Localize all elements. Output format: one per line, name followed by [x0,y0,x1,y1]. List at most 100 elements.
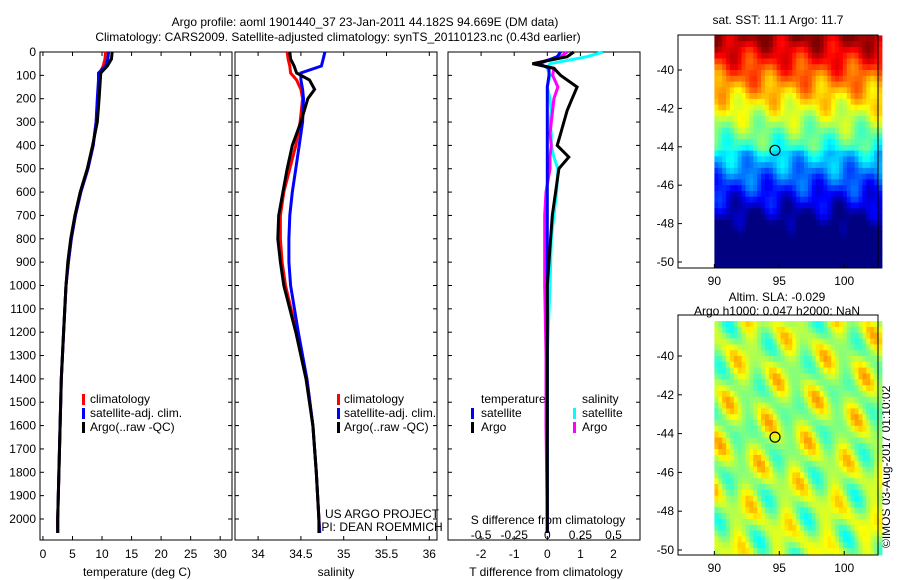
heatmap-cell [866,121,871,129]
heatmap-cell [776,93,782,100]
heatmap-cell [850,507,856,514]
heatmap-cell [780,265,785,269]
heatmap-cell [811,361,817,369]
heatmap-cell [800,185,805,192]
heatmap-cell [765,110,770,117]
heatmap-cell [819,350,824,357]
heatmap-cell [788,338,793,345]
heatmap-cell [874,191,879,198]
heatmap-cell [839,254,844,261]
heatmap-cell [737,460,743,468]
heatmap-cell [846,260,852,267]
heatmap-cell [784,144,789,152]
heatmap-cell [874,443,879,450]
heatmap-cell [850,116,856,123]
heatmap-cell [788,41,793,48]
heatmap-cell [870,356,875,363]
heatmap-cell [842,420,848,427]
heatmap-cell [726,81,731,88]
heatmap-cell [722,536,727,543]
series-line-satellite-adj-clim- [287,51,327,534]
heatmap-cell [835,150,840,157]
heatmap-cell [729,41,735,48]
heatmap-cell [776,64,782,71]
heatmap-cell [874,179,879,186]
heatmap-cell [776,81,782,88]
heatmap-cell [765,536,770,543]
heatmap-cell [800,437,805,444]
heatmap-cell [874,139,879,146]
heatmap-cell [866,519,871,526]
heatmap-cell [733,150,739,157]
heatmap-cell [733,173,739,180]
heatmap-cell [842,156,848,163]
heatmap-cell [854,219,859,227]
heatmap-cell [807,489,813,497]
heatmap-cell [768,414,774,421]
heatmap-cell [800,530,805,537]
heatmap-cell [733,524,739,532]
heatmap-cell [776,231,782,238]
heatmap-cell [819,41,824,48]
heatmap-cell [850,110,856,117]
heatmap-cell [842,52,848,59]
heatmap-cell [792,98,797,106]
heatmap-cell [733,385,739,392]
heatmap-cell [819,373,824,380]
heatmap-cell [753,133,758,140]
heatmap-cell [761,75,766,83]
heatmap-cell [792,35,797,42]
heatmap-cell [874,524,879,532]
heatmap-cell [846,408,852,415]
heatmap-cell [831,420,836,427]
heatmap-cell [772,219,778,227]
heatmap-cell [796,35,801,42]
heatmap-cell [737,81,743,88]
heatmap-cell [804,179,809,186]
heatmap-cell [846,93,852,100]
heatmap-cell [842,185,848,192]
heatmap-cell [796,437,801,444]
heatmap-cell [729,408,735,415]
heatmap-cell [745,361,750,369]
heatmap-cell [772,321,778,328]
heatmap-cell [796,242,801,250]
heatmap-cell [815,489,821,497]
heatmap-cell [850,98,856,106]
heatmap-cell [858,127,863,134]
heatmap-cell [870,484,875,491]
heatmap-cell [807,110,813,117]
heatmap-cell [772,127,778,134]
heatmap-cell [714,332,719,339]
heatmap-cell [846,98,852,106]
heatmap-cell [714,156,719,163]
heatmap-cell [866,338,871,345]
heatmap-cell [835,35,840,42]
heatmap-cell [842,390,848,398]
heatmap-cell [765,489,770,497]
heatmap-cell [800,495,805,502]
heatmap-cell [714,338,719,345]
heatmap-cell [784,495,789,502]
heatmap-cell [874,104,879,111]
heatmap-cell [765,179,770,186]
heatmap-cell [729,402,735,409]
heatmap-cell [718,489,723,497]
heatmap-cell [858,402,863,409]
heatmap-cell [823,185,828,192]
heatmap-cell [800,501,805,508]
heatmap-cell [831,81,836,88]
heatmap-cell [722,460,727,468]
heatmap-cell [839,202,844,209]
heatmap-cell [846,519,852,526]
heatmap-cell [741,402,746,409]
heatmap-cell [807,356,813,363]
heatmap-cell [827,454,832,462]
heatmap-cell [862,219,867,227]
heatmap-cell [796,454,801,462]
heatmap-cell [827,367,832,374]
heatmap-cell [733,196,739,203]
heatmap-cell [722,530,727,537]
heatmap-cell [819,87,824,94]
heatmap-cell [819,75,824,83]
